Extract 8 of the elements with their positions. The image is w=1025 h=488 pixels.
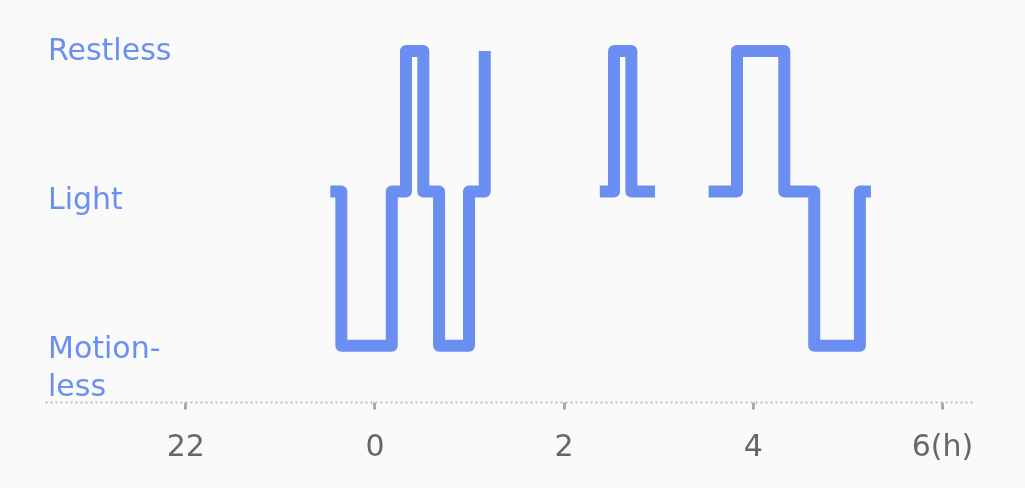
annotation: Restless bbox=[48, 32, 172, 68]
annotation: Motion-less bbox=[48, 330, 161, 404]
x-tick-label: 22 bbox=[166, 427, 205, 463]
x-tick-label: 0 bbox=[365, 427, 385, 463]
x-tick-label: 4 bbox=[743, 427, 763, 463]
x-tick-label: 6(h) bbox=[911, 427, 974, 463]
x-tick-label: 2 bbox=[554, 427, 574, 463]
annotation: Light bbox=[48, 181, 124, 217]
